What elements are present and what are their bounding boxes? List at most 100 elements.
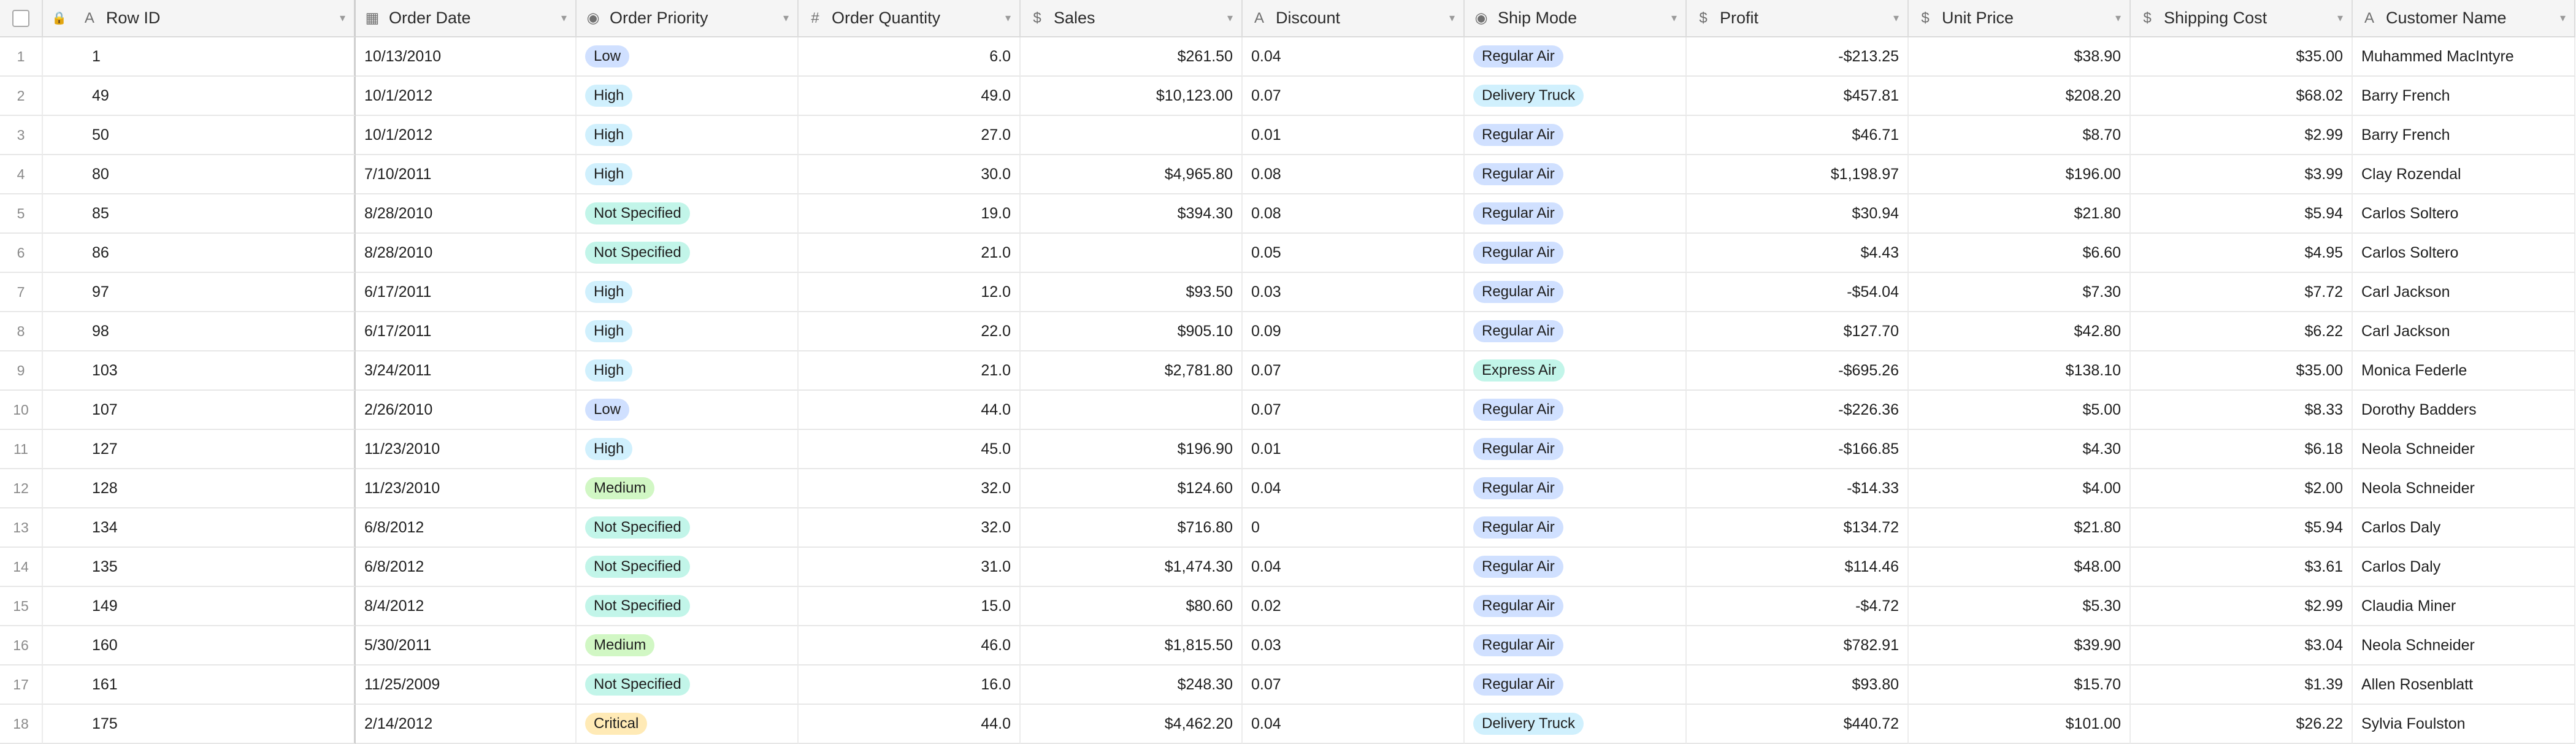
cell-customer-name[interactable]: Allen Rosenblatt [2353, 665, 2575, 705]
cell-order-date[interactable]: 7/10/2011 [356, 155, 577, 194]
cell-discount[interactable]: 0.01 [1243, 430, 1465, 469]
cell-order-date[interactable]: 11/23/2010 [356, 430, 577, 469]
cell-order-priority[interactable]: Not Specified [577, 587, 799, 626]
row-number[interactable]: 11 [0, 430, 43, 469]
chevron-down-icon[interactable]: ▾ [1227, 12, 1233, 24]
column-header-order-quantity[interactable]: # Order Quantity ▾ [799, 0, 1021, 37]
cell-discount[interactable]: 0.04 [1243, 705, 1465, 744]
cell-order-priority[interactable]: Low [577, 37, 799, 77]
cell-order-date[interactable]: 6/8/2012 [356, 548, 577, 587]
cell-sales[interactable] [1021, 391, 1243, 430]
row-number[interactable]: 9 [0, 351, 43, 391]
cell-discount[interactable]: 0.01 [1243, 116, 1465, 155]
cell-customer-name[interactable]: Carlos Soltero [2353, 194, 2575, 234]
cell-row-id[interactable]: 80 [43, 155, 356, 194]
cell-discount[interactable]: 0.04 [1243, 37, 1465, 77]
cell-unit-price[interactable]: $196.00 [1909, 155, 2131, 194]
cell-discount[interactable]: 0.03 [1243, 626, 1465, 665]
cell-order-priority[interactable]: Not Specified [577, 508, 799, 548]
cell-discount[interactable]: 0.02 [1243, 587, 1465, 626]
cell-row-id[interactable]: 50 [43, 116, 356, 155]
cell-order-date[interactable]: 8/28/2010 [356, 234, 577, 273]
cell-customer-name[interactable]: Carl Jackson [2353, 273, 2575, 312]
cell-sales[interactable]: $10,123.00 [1021, 77, 1243, 116]
cell-shipping-cost[interactable]: $2.99 [2131, 587, 2353, 626]
cell-order-date[interactable]: 6/8/2012 [356, 508, 577, 548]
cell-sales[interactable]: $196.90 [1021, 430, 1243, 469]
cell-ship-mode[interactable]: Regular Air [1465, 391, 1687, 430]
cell-ship-mode[interactable]: Regular Air [1465, 508, 1687, 548]
cell-discount[interactable]: 0.08 [1243, 194, 1465, 234]
chevron-down-icon[interactable]: ▾ [1893, 12, 1899, 24]
cell-profit[interactable]: $46.71 [1687, 116, 1909, 155]
cell-sales[interactable]: $1,474.30 [1021, 548, 1243, 587]
cell-order-quantity[interactable]: 49.0 [799, 77, 1021, 116]
cell-profit[interactable]: -$226.36 [1687, 391, 1909, 430]
cell-order-quantity[interactable]: 45.0 [799, 430, 1021, 469]
cell-row-id[interactable]: 127 [43, 430, 356, 469]
cell-sales[interactable] [1021, 234, 1243, 273]
cell-profit[interactable]: -$4.72 [1687, 587, 1909, 626]
cell-sales[interactable]: $905.10 [1021, 312, 1243, 351]
cell-order-quantity[interactable]: 22.0 [799, 312, 1021, 351]
chevron-down-icon[interactable]: ▾ [2337, 12, 2343, 24]
cell-discount[interactable]: 0 [1243, 508, 1465, 548]
cell-sales[interactable]: $716.80 [1021, 508, 1243, 548]
row-number[interactable]: 15 [0, 587, 43, 626]
row-number[interactable]: 17 [0, 665, 43, 705]
row-number[interactable]: 7 [0, 273, 43, 312]
cell-profit[interactable]: $4.43 [1687, 234, 1909, 273]
cell-ship-mode[interactable]: Regular Air [1465, 116, 1687, 155]
cell-row-id[interactable]: 161 [43, 665, 356, 705]
cell-row-id[interactable]: 107 [43, 391, 356, 430]
cell-row-id[interactable]: 128 [43, 469, 356, 508]
cell-unit-price[interactable]: $48.00 [1909, 548, 2131, 587]
cell-row-id[interactable]: 1 [43, 37, 356, 77]
row-number[interactable]: 14 [0, 548, 43, 587]
cell-shipping-cost[interactable]: $2.99 [2131, 116, 2353, 155]
cell-sales[interactable]: $2,781.80 [1021, 351, 1243, 391]
cell-order-date[interactable]: 5/30/2011 [356, 626, 577, 665]
cell-row-id[interactable]: 175 [43, 705, 356, 744]
row-number[interactable]: 2 [0, 77, 43, 116]
cell-shipping-cost[interactable]: $2.00 [2131, 469, 2353, 508]
column-header-profit[interactable]: $ Profit ▾ [1687, 0, 1909, 37]
cell-discount[interactable]: 0.07 [1243, 665, 1465, 705]
cell-order-date[interactable]: 3/24/2011 [356, 351, 577, 391]
cell-discount[interactable]: 0.07 [1243, 351, 1465, 391]
cell-row-id[interactable]: 160 [43, 626, 356, 665]
cell-profit[interactable]: -$695.26 [1687, 351, 1909, 391]
cell-unit-price[interactable]: $39.90 [1909, 626, 2131, 665]
cell-order-date[interactable]: 6/17/2011 [356, 273, 577, 312]
cell-order-priority[interactable]: Medium [577, 469, 799, 508]
cell-order-date[interactable]: 8/28/2010 [356, 194, 577, 234]
cell-order-priority[interactable]: Not Specified [577, 548, 799, 587]
cell-row-id[interactable]: 103 [43, 351, 356, 391]
cell-unit-price[interactable]: $21.80 [1909, 194, 2131, 234]
cell-discount[interactable]: 0.08 [1243, 155, 1465, 194]
cell-order-date[interactable]: 11/23/2010 [356, 469, 577, 508]
cell-discount[interactable]: 0.07 [1243, 391, 1465, 430]
row-number[interactable]: 18 [0, 705, 43, 744]
cell-profit[interactable]: $114.46 [1687, 548, 1909, 587]
cell-unit-price[interactable]: $4.00 [1909, 469, 2131, 508]
cell-order-quantity[interactable]: 46.0 [799, 626, 1021, 665]
cell-order-priority[interactable]: Not Specified [577, 234, 799, 273]
row-number[interactable]: 1 [0, 37, 43, 77]
row-number[interactable]: 13 [0, 508, 43, 548]
cell-unit-price[interactable]: $208.20 [1909, 77, 2131, 116]
cell-order-priority[interactable]: High [577, 273, 799, 312]
cell-profit[interactable]: -$54.04 [1687, 273, 1909, 312]
cell-sales[interactable]: $124.60 [1021, 469, 1243, 508]
cell-discount[interactable]: 0.03 [1243, 273, 1465, 312]
cell-order-priority[interactable]: Not Specified [577, 194, 799, 234]
cell-unit-price[interactable]: $5.30 [1909, 587, 2131, 626]
cell-order-quantity[interactable]: 44.0 [799, 391, 1021, 430]
cell-customer-name[interactable]: Carl Jackson [2353, 312, 2575, 351]
cell-profit[interactable]: $782.91 [1687, 626, 1909, 665]
cell-customer-name[interactable]: Muhammed MacIntyre [2353, 37, 2575, 77]
cell-shipping-cost[interactable]: $4.95 [2131, 234, 2353, 273]
cell-ship-mode[interactable]: Delivery Truck [1465, 77, 1687, 116]
cell-customer-name[interactable]: Neola Schneider [2353, 626, 2575, 665]
cell-ship-mode[interactable]: Regular Air [1465, 430, 1687, 469]
